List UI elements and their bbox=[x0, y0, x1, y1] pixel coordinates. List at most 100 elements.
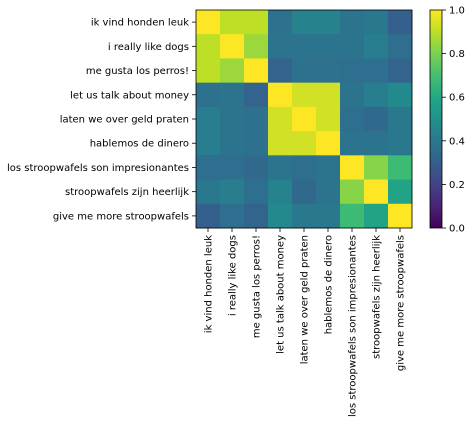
heatmap-cell bbox=[364, 34, 389, 59]
colorbar-tick-label: 1.0 bbox=[449, 6, 465, 17]
y-tick-label: give me more stroopwafels bbox=[53, 211, 189, 222]
heatmap-cell bbox=[196, 179, 221, 205]
heatmap-cell bbox=[292, 82, 317, 108]
row-labels: ik vind honden leuk i really like dogs me … bbox=[7, 18, 196, 222]
y-tick-label: ik vind honden leuk bbox=[91, 18, 189, 29]
heatmap-cell bbox=[220, 155, 245, 180]
heatmap-cell bbox=[268, 131, 293, 156]
y-tick-label: i really like dogs bbox=[108, 42, 189, 53]
heatmap-cell bbox=[364, 131, 389, 156]
colorbar-tick-label: 0.4 bbox=[449, 136, 465, 147]
heatmap-cell bbox=[340, 106, 365, 132]
heatmap-cell bbox=[316, 179, 341, 205]
heatmap-cell bbox=[388, 82, 413, 108]
heatmap-cell bbox=[196, 203, 221, 229]
heatmap-cell bbox=[292, 10, 317, 35]
heatmap-cell bbox=[364, 58, 389, 84]
heatmap-cell bbox=[244, 10, 269, 35]
heatmap-cell bbox=[196, 155, 221, 180]
heatmap-cell bbox=[220, 203, 245, 229]
heatmap-cell bbox=[388, 155, 413, 180]
heatmap-cell bbox=[268, 155, 293, 180]
heatmap-cell bbox=[364, 179, 389, 205]
heatmap-cell bbox=[340, 82, 365, 108]
heatmap-cell bbox=[316, 82, 341, 108]
heatmap-cell bbox=[388, 34, 413, 59]
heatmap-cell bbox=[388, 106, 413, 132]
y-tick-label: let us talk about money bbox=[70, 90, 189, 101]
heatmap-cell bbox=[316, 58, 341, 84]
heatmap-cell bbox=[220, 10, 245, 35]
colorbar-tick-label: 0.2 bbox=[449, 180, 465, 191]
heatmap-cell bbox=[244, 179, 269, 205]
x-tick-label: me gusta los perros! bbox=[252, 235, 263, 338]
heatmap-cell bbox=[244, 203, 269, 229]
heatmap-cell bbox=[364, 10, 389, 35]
heatmap-cell bbox=[388, 131, 413, 156]
heatmap-cell bbox=[340, 10, 365, 35]
heatmap-cell bbox=[244, 58, 269, 84]
heatmap-cell bbox=[220, 82, 245, 108]
heatmap-cell bbox=[196, 82, 221, 108]
column-labels: ik vind honden leuk i really like dogs me … bbox=[204, 228, 407, 417]
heatmap-cell bbox=[268, 179, 293, 205]
heatmap-cell bbox=[268, 10, 293, 35]
x-tick-label: hablemos de dinero bbox=[324, 235, 335, 334]
heatmap-cell bbox=[244, 155, 269, 180]
heatmap-cell bbox=[316, 106, 341, 132]
x-tick-label: ik vind honden leuk bbox=[204, 235, 215, 333]
heatmap-cell bbox=[292, 106, 317, 132]
heatmap-cell bbox=[364, 106, 389, 132]
heatmap-cell bbox=[196, 106, 221, 132]
x-tick-label: let us talk about money bbox=[276, 235, 287, 354]
colorbar bbox=[429, 9, 443, 229]
heatmap-cell bbox=[388, 58, 413, 84]
heatmap-cell bbox=[196, 34, 221, 59]
heatmap-cell bbox=[340, 58, 365, 84]
heatmap-cell bbox=[220, 179, 245, 205]
heatmap-cell bbox=[316, 155, 341, 180]
heatmap-cell bbox=[268, 58, 293, 84]
heatmap-cell bbox=[292, 155, 317, 180]
heatmap-cell bbox=[292, 34, 317, 59]
heatmap-cell bbox=[316, 10, 341, 35]
heatmap-cell bbox=[364, 155, 389, 180]
heatmap-cell bbox=[244, 106, 269, 132]
heatmap-cell bbox=[340, 203, 365, 229]
heatmap-cell bbox=[364, 203, 389, 229]
heatmap-cell bbox=[316, 131, 341, 156]
x-tick-label: laten we over geld praten bbox=[300, 235, 311, 364]
heatmap-cell bbox=[388, 203, 413, 229]
heatmap-cell bbox=[364, 82, 389, 108]
heatmap-cell bbox=[388, 179, 413, 205]
heatmap-cell bbox=[340, 155, 365, 180]
x-tick-label: i really like dogs bbox=[228, 235, 239, 316]
heatmap-cell bbox=[244, 82, 269, 108]
heatmap-cell bbox=[340, 34, 365, 59]
heatmap-cell bbox=[220, 106, 245, 132]
heatmap-cell bbox=[220, 58, 245, 84]
heatmap-cell bbox=[268, 82, 293, 108]
y-tick-label: los stroopwafels son impresionantes bbox=[7, 163, 189, 174]
heatmap-cell bbox=[220, 34, 245, 59]
x-tick-label: stroopwafels zijn heerlijk bbox=[372, 235, 383, 359]
heatmap-cell bbox=[340, 131, 365, 156]
heatmap-cell bbox=[268, 34, 293, 59]
colorbar-tick-label: 0.8 bbox=[449, 49, 465, 60]
heatmap-cell bbox=[292, 58, 317, 84]
heatmap-cell bbox=[316, 34, 341, 59]
heatmap-cell bbox=[292, 203, 317, 229]
plot-frame bbox=[195, 9, 413, 229]
y-tick-label: stroopwafels zijn heerlijk bbox=[65, 187, 189, 198]
heatmap-cell bbox=[292, 179, 317, 205]
y-tick-label: me gusta los perros! bbox=[86, 66, 189, 77]
colorbar-ticks: 0.0 0.2 0.4 0.6 0.8 1.0 bbox=[442, 6, 465, 235]
x-tick-label: los stroopwafels son impresionantes bbox=[348, 235, 359, 417]
heatmap-cell bbox=[340, 179, 365, 205]
heatmap-cell bbox=[196, 10, 221, 35]
colorbar-tick-label: 0.6 bbox=[449, 93, 465, 104]
heatmap-cell bbox=[196, 131, 221, 156]
x-tick-label: give me more stroopwafels bbox=[396, 235, 407, 371]
heatmap-cells bbox=[196, 10, 413, 229]
